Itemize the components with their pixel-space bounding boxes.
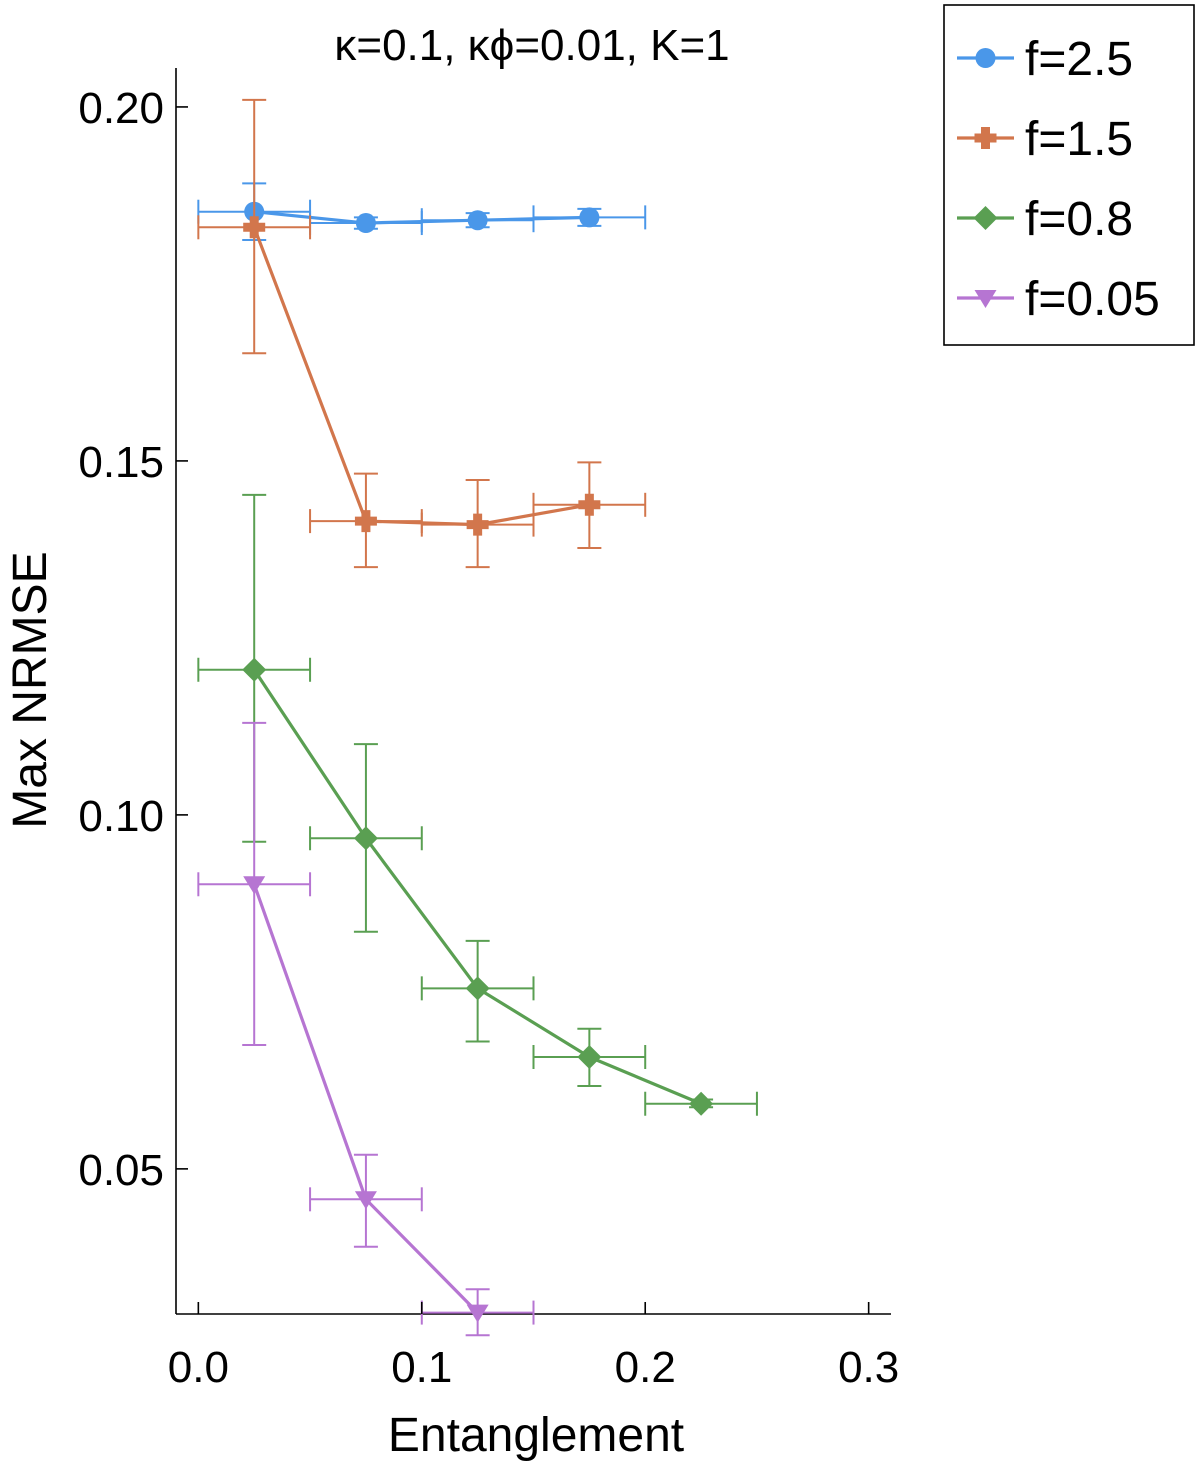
data-point-marker xyxy=(579,207,600,228)
data-point-marker xyxy=(466,513,489,536)
legend-item: f=0.8 xyxy=(957,193,1133,246)
data-point-marker xyxy=(243,216,266,239)
data-point-marker xyxy=(974,127,997,149)
data-point-marker xyxy=(973,206,998,230)
y-axis-title: Max NRMSE xyxy=(4,551,57,828)
series-f-0-05 xyxy=(197,721,535,1337)
data-point-marker xyxy=(578,493,601,516)
y-tick-label: 0.10 xyxy=(78,792,164,841)
data-point-marker xyxy=(355,213,376,234)
y-tick-label: 0.20 xyxy=(78,84,164,133)
data-point-marker xyxy=(467,210,488,231)
legend-item: f=0.05 xyxy=(957,273,1160,326)
x-axis-title: Entanglement xyxy=(388,1409,684,1462)
series-line xyxy=(252,226,590,527)
series-f-2-5 xyxy=(197,182,647,242)
series-line xyxy=(252,883,479,1314)
chart-title: κ=0.1, κϕ=0.01, K=1 xyxy=(334,21,729,70)
data-point-marker xyxy=(975,48,996,68)
legend: f=2.5 f=1.5 f=0.8 f=0.05 xyxy=(943,4,1195,346)
y-tick-label: 0.05 xyxy=(78,1146,164,1195)
x-tick-label: 0.1 xyxy=(391,1343,452,1392)
legend-label: f=0.8 xyxy=(1025,193,1133,246)
x-tick-label: 0.2 xyxy=(615,1343,676,1392)
data-point-marker xyxy=(465,976,490,1001)
axis-ticks: 0.0 0.1 0.2 0.3 0.05 0.10 0.15 0.20 xyxy=(78,84,899,1392)
data-point-marker xyxy=(577,1045,602,1070)
legend-label: f=0.05 xyxy=(1025,273,1160,326)
data-point-marker xyxy=(242,657,267,682)
legend-item: f=2.5 xyxy=(957,33,1133,86)
data-point-marker xyxy=(354,1191,377,1210)
data-point-marker xyxy=(689,1091,714,1116)
data-point-marker xyxy=(466,1304,489,1323)
y-tick-label: 0.15 xyxy=(78,438,164,487)
data-point-marker xyxy=(353,826,378,851)
series-f-1-5 xyxy=(197,98,647,569)
data-point-marker xyxy=(974,290,997,308)
data-point-marker xyxy=(354,510,377,533)
plot-area xyxy=(197,98,758,1337)
legend-label: f=2.5 xyxy=(1025,33,1133,86)
legend-label: f=1.5 xyxy=(1025,113,1133,166)
data-point-marker xyxy=(243,876,266,895)
legend-item: f=1.5 xyxy=(957,113,1133,166)
x-tick-label: 0.3 xyxy=(838,1343,899,1392)
series-f-0-8 xyxy=(197,493,758,1116)
x-tick-label: 0.0 xyxy=(168,1343,229,1392)
